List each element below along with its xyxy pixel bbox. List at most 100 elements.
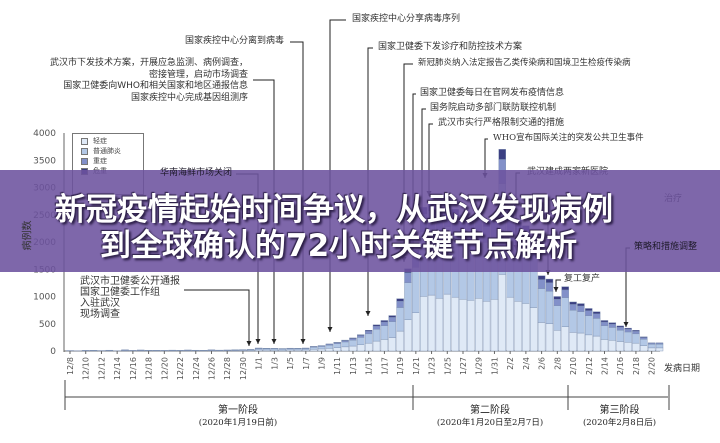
bar-segment bbox=[498, 149, 506, 160]
y-tick-label: 1000 bbox=[33, 293, 56, 303]
bar-segment bbox=[577, 303, 585, 307]
bar-segment bbox=[655, 347, 664, 352]
arrowhead-icon bbox=[255, 339, 261, 344]
bar-segment bbox=[632, 330, 640, 332]
x-tick-label: 2/12 bbox=[585, 357, 594, 375]
bar-segment bbox=[561, 297, 569, 327]
bar-segment bbox=[632, 331, 640, 335]
bar-segment bbox=[412, 267, 420, 313]
x-tick-label: 1/13 bbox=[349, 357, 358, 375]
x-tick-label: 2/6 bbox=[538, 357, 547, 370]
bar-segment bbox=[577, 332, 585, 352]
annotation-strategy: 策略和措施调整 bbox=[634, 242, 698, 252]
x-tick-label: 2/10 bbox=[569, 357, 578, 375]
legend-swatch bbox=[81, 137, 88, 145]
bar-segment bbox=[537, 288, 546, 323]
bar-segment bbox=[585, 310, 593, 316]
bar-segment bbox=[309, 346, 318, 350]
arrowhead-icon bbox=[623, 322, 629, 327]
annotation-resume-work: 复工复产 bbox=[564, 274, 601, 284]
x-tick-label: 1/23 bbox=[428, 357, 437, 375]
bar-segment bbox=[451, 296, 459, 352]
arrowhead-icon bbox=[327, 327, 333, 332]
x-tick-label: 1/7 bbox=[302, 357, 311, 370]
x-tick-label: 12/10 bbox=[82, 357, 91, 380]
bar-segment bbox=[357, 335, 365, 338]
bar-segment bbox=[357, 337, 365, 345]
bar-segment bbox=[420, 296, 428, 352]
banner-title-line1: 新冠疫情起始时间争议，从武汉发现病例 bbox=[55, 192, 613, 228]
bar-segment bbox=[647, 344, 656, 349]
bar-segment bbox=[364, 331, 373, 335]
leader-wuhan-notice bbox=[184, 289, 250, 346]
bar-segment bbox=[553, 299, 562, 306]
bar-segment bbox=[655, 344, 664, 349]
bar-segment bbox=[624, 329, 632, 333]
y-axis-label: 病例数 bbox=[22, 220, 34, 251]
x-tick-label: 12/22 bbox=[176, 357, 185, 380]
bar-segment bbox=[545, 323, 554, 352]
x-tick-label: 1/17 bbox=[380, 357, 389, 375]
bar-segment bbox=[490, 299, 499, 352]
bar-segment bbox=[380, 320, 389, 323]
bar-segment bbox=[514, 301, 522, 352]
x-tick-label: 1/15 bbox=[365, 357, 374, 375]
x-tick-label: 12/14 bbox=[113, 357, 122, 380]
bar-segment bbox=[640, 339, 648, 346]
y-tick-label: 0 bbox=[50, 347, 56, 357]
bar-segment bbox=[537, 279, 546, 289]
bar-segment bbox=[388, 315, 396, 318]
x-tick-label: 2/8 bbox=[553, 357, 562, 370]
bar-segment bbox=[553, 296, 562, 300]
bar-segment bbox=[545, 278, 554, 283]
bar-segment bbox=[616, 325, 624, 328]
annotation-traffic: 武汉市实行严格限制交通的措施 bbox=[438, 118, 565, 128]
x-tick-label: 12/12 bbox=[97, 357, 106, 380]
x-tick-label: 12/24 bbox=[192, 357, 201, 380]
bar-segment bbox=[592, 335, 601, 352]
bar-segment bbox=[498, 274, 506, 352]
legend-item: 重症 bbox=[81, 157, 107, 166]
annotation-daily-release: 国家卫健委每日在官网发布疫情信息 bbox=[420, 88, 565, 98]
bar-segment bbox=[364, 333, 373, 344]
phase-bracket bbox=[64, 380, 670, 410]
bar-segment bbox=[380, 339, 389, 352]
bar-segment bbox=[600, 320, 609, 323]
bar-segment bbox=[632, 342, 640, 352]
x-tick-label: 12/26 bbox=[207, 357, 216, 380]
bar-segment bbox=[545, 291, 554, 324]
bar-segment bbox=[624, 327, 632, 330]
x-tick-label: 2/18 bbox=[632, 357, 641, 375]
bar-segment bbox=[341, 339, 349, 341]
bar-segment bbox=[325, 344, 334, 349]
x-tick-label: 1/29 bbox=[475, 357, 484, 375]
bar-segment bbox=[616, 341, 624, 352]
bar-segment bbox=[357, 344, 365, 352]
bar-segment bbox=[427, 294, 436, 352]
bar-segment bbox=[608, 327, 617, 341]
bar-segment bbox=[364, 342, 373, 352]
annotation-wuhan-notice: 武汉市卫健委公开通报 国家卫健委工作组 入驻武汉 现场调查 bbox=[80, 276, 180, 320]
bar-segment bbox=[349, 337, 357, 339]
bar-segment bbox=[349, 345, 357, 352]
bar-segment bbox=[561, 286, 569, 291]
bar-segment bbox=[388, 337, 396, 352]
bar-segment bbox=[388, 317, 396, 322]
bar-segment bbox=[569, 332, 577, 352]
bar-segment bbox=[561, 289, 569, 298]
arrowhead-icon bbox=[246, 341, 252, 346]
bar-segment bbox=[396, 301, 404, 308]
x-tick-label: 1/9 bbox=[318, 357, 327, 370]
bar-segment bbox=[577, 305, 585, 312]
x-tick-label: 1/21 bbox=[412, 357, 421, 375]
arrowhead-icon bbox=[365, 311, 371, 316]
bar-segment bbox=[467, 300, 475, 352]
bar-segment bbox=[640, 337, 648, 340]
bar-segment bbox=[302, 348, 310, 351]
x-tick-label: 2/14 bbox=[600, 357, 609, 375]
bar-segment bbox=[404, 282, 412, 320]
arrowhead-icon bbox=[553, 287, 559, 292]
bar-segment bbox=[364, 330, 373, 332]
y-tick-label: 3500 bbox=[33, 156, 56, 166]
bar-segment bbox=[616, 326, 624, 331]
